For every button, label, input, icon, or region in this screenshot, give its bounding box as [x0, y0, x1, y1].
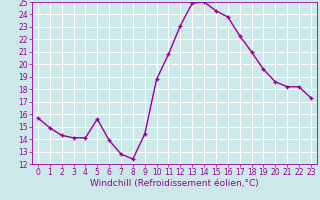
X-axis label: Windchill (Refroidissement éolien,°C): Windchill (Refroidissement éolien,°C): [90, 179, 259, 188]
